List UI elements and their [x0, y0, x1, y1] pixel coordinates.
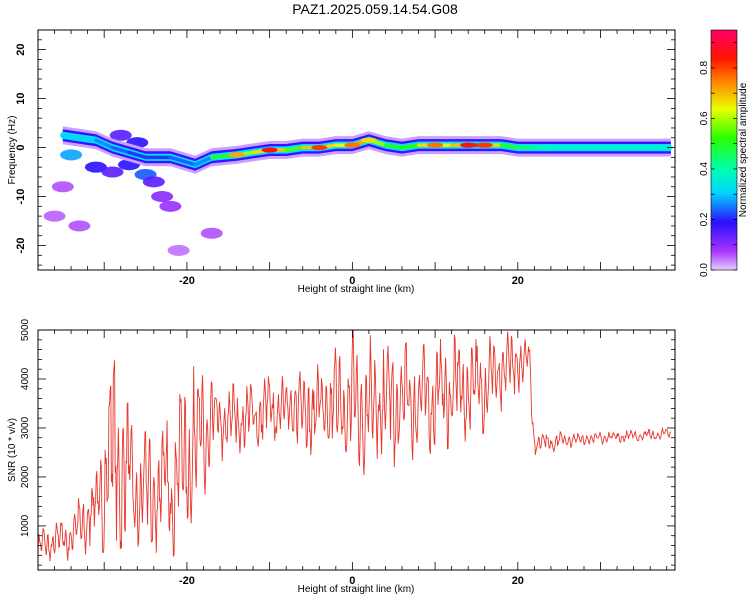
- heatmap-xtick-label: 0: [349, 275, 355, 287]
- heatmap-ridge-core: [94, 138, 115, 150]
- heatmap-blob: [167, 244, 190, 256]
- snr-ytick-label: 4000: [20, 367, 31, 390]
- colorbar-label: Normalized spectral amplitude: [738, 82, 749, 217]
- heatmap-ytick-label: -20: [15, 238, 27, 254]
- snr-ylabel: SNR (10 * v/v): [7, 418, 18, 482]
- heatmap-ylabel: Frequency (Hz): [7, 116, 18, 185]
- heatmap-blob: [43, 210, 66, 222]
- colorbar-ticks: 0.0 0.2 0.4 0.6 0.8: [699, 42, 737, 277]
- heatmap-ytick-label: 10: [15, 92, 27, 104]
- heatmap-blob: [151, 191, 174, 203]
- heatmap-ridge-core: [168, 155, 197, 167]
- heatmap-ridge-mid: [62, 131, 671, 169]
- heatmap-panel: -20 0 20 -20 -10 0 10 20 Height of straight lin…: [7, 29, 676, 295]
- colorbar-gradient: [710, 29, 738, 271]
- heatmap-ridge-core: [499, 143, 520, 150]
- colorbar-tick-label: 0.0: [699, 263, 710, 277]
- heatmap-blob: [68, 220, 91, 232]
- heatmap-peak: [476, 142, 493, 148]
- figure-title: PAZ1.2025.059.14.54.G08: [292, 1, 458, 17]
- heatmap-ridge-core: [383, 143, 404, 150]
- heatmap-peak: [261, 147, 278, 153]
- heatmap-ytick-label: 0: [15, 144, 27, 150]
- snr-xtick-label: -20: [179, 575, 195, 587]
- snr-xtick-label: 20: [512, 575, 524, 587]
- heatmap-ridge-core: [127, 150, 148, 160]
- snr-ytick-label: 1000: [20, 514, 31, 537]
- colorbar-tick-label: 0.4: [699, 162, 710, 176]
- snr-xtick-label: 0: [349, 575, 355, 587]
- snr-series-line: [37, 330, 672, 562]
- snr-ytick-label: 5000: [20, 318, 31, 341]
- snr-xlabel: Height of straight line (km): [298, 584, 415, 595]
- heatmap-blob: [101, 166, 124, 178]
- heatmap-peak: [460, 142, 477, 148]
- heatmap-xtick-label: -20: [179, 275, 195, 287]
- heatmap-blob: [60, 149, 83, 161]
- heatmap-blob: [200, 227, 223, 239]
- heatmap-xlabel: Height of straight line (km): [298, 284, 415, 295]
- snr-frame: [37, 329, 676, 571]
- heatmap-blob: [51, 181, 74, 193]
- heatmap-ticks: -20 0 20 -20 -10 0 10 20: [15, 29, 675, 287]
- heatmap-ridge-core: [61, 133, 82, 140]
- heatmap-peak: [360, 137, 377, 143]
- colorbar-tick-label: 0.8: [699, 61, 710, 75]
- heatmap-peak: [228, 152, 245, 158]
- snr-panel: -20 0 20 1000 2000 3000 4000 5000 Height of str…: [7, 318, 676, 595]
- heatmap-ytick-label: 20: [15, 43, 27, 55]
- colorbar-tick-label: 0.6: [699, 111, 710, 125]
- snr-ticks: -20 0 20 1000 2000 3000 4000 5000: [20, 318, 675, 587]
- colorbar: 0.0 0.2 0.4 0.6 0.8 Normalized spectral ampl…: [699, 29, 749, 277]
- snr-ytick-label: 3000: [20, 416, 31, 439]
- heatmap-ridge-core: [193, 155, 214, 167]
- heatmap-ridge-core: [400, 143, 421, 150]
- heatmap-ridge-core: [110, 145, 131, 155]
- colorbar-tick-label: 0.2: [699, 212, 710, 226]
- heatmap-marks: [43, 126, 673, 256]
- heatmap-blob: [109, 129, 132, 141]
- heatmap-peak: [311, 144, 328, 151]
- snr-ytick-label: 2000: [20, 465, 31, 488]
- heatmap-blob: [142, 176, 165, 188]
- heatmap-blob: [84, 161, 107, 173]
- heatmap-ytick-label: -10: [15, 189, 27, 205]
- heatmap-ridge-core: [284, 145, 305, 152]
- heatmap-peak: [427, 142, 444, 148]
- heatmap-xtick-label: 20: [512, 275, 524, 287]
- heatmap-ridge-core: [77, 136, 98, 142]
- heatmap-blob: [159, 200, 182, 212]
- heatmap-frame: [37, 29, 676, 271]
- heatmap-peak: [344, 142, 361, 148]
